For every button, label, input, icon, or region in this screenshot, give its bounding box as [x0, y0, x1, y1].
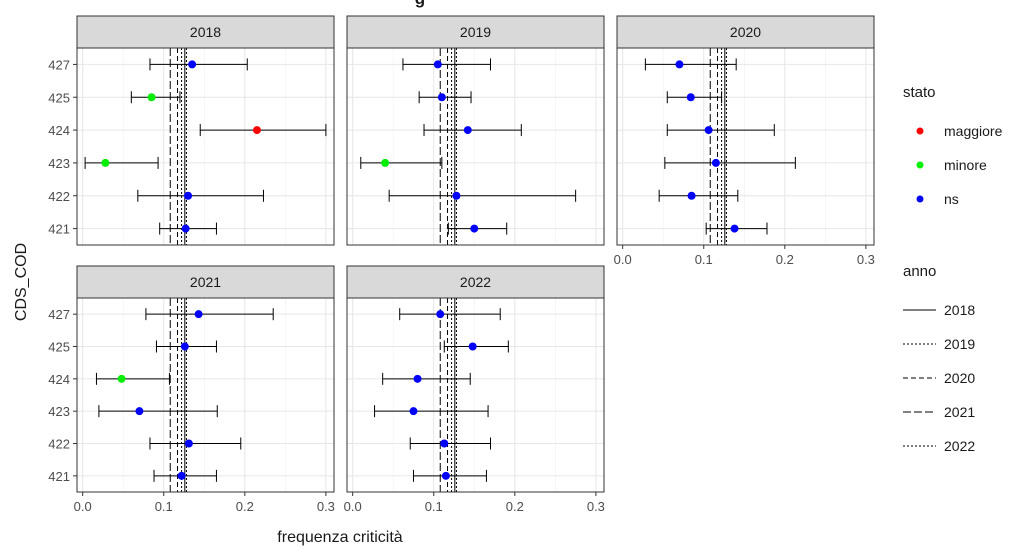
y-tick-label: 424 — [48, 372, 70, 387]
y-tick-label: 423 — [48, 404, 70, 419]
data-point — [686, 93, 695, 102]
data-point — [452, 191, 461, 200]
panel-border — [76, 297, 335, 493]
x-axis-label: frequenza criticità — [277, 529, 402, 546]
facet-panels: 2018 427 425 424 423 422 421 2019 2020 0.0 0.1 0.2 0… — [48, 15, 875, 514]
data-point — [188, 60, 197, 69]
data-point — [177, 471, 186, 480]
data-point — [436, 310, 445, 319]
data-point — [468, 342, 477, 351]
x-tick-label: 0.2 — [506, 499, 524, 514]
data-point — [711, 158, 720, 167]
legend-anno: anno 2018 2019 2020 2021 2022 — [903, 263, 975, 454]
data-point — [437, 93, 446, 102]
facet-strip — [76, 265, 335, 299]
legend-anno-label: 2021 — [944, 404, 975, 420]
x-tick-label: 0.0 — [74, 499, 92, 514]
x-tick-label: 0.1 — [425, 499, 443, 514]
facet-panel-2019: 2019 — [346, 15, 605, 246]
facet-strip-label: 2018 — [190, 24, 221, 40]
legend-stato-label: maggiore — [944, 123, 1003, 139]
y-tick-label: 425 — [48, 340, 70, 355]
legend-stato-title: stato — [903, 84, 936, 101]
legend-anno-label: 2019 — [944, 336, 975, 352]
y-tick-label: 425 — [48, 90, 70, 105]
data-point — [704, 126, 713, 135]
legend-stato-label: ns — [944, 191, 959, 207]
chart-title: g — [415, 0, 425, 8]
x-tick-label: 0.0 — [614, 252, 632, 267]
data-point — [135, 407, 144, 416]
facet-panel-2020: 2020 0.0 0.1 0.2 0.3 — [614, 15, 875, 267]
legend-anno-title: anno — [903, 263, 936, 280]
y-tick-label: 421 — [48, 469, 70, 484]
facet-strip-label: 2019 — [460, 24, 491, 40]
facet-strip-label: 2020 — [730, 24, 761, 40]
facet-strip — [346, 265, 605, 299]
facet-panel-2021: 2021 427 425 424 423 422 421 0.0 0.1 0.2 0.3 — [48, 265, 335, 514]
legend-stato: stato maggiore minore ns — [903, 84, 1003, 207]
y-tick-label: 427 — [48, 57, 70, 72]
data-point — [184, 439, 193, 448]
data-point — [413, 374, 422, 383]
y-tick-label: 422 — [48, 189, 70, 204]
legend-anno-label: 2018 — [944, 302, 975, 318]
x-tick-label: 0.1 — [695, 252, 713, 267]
x-tick-label: 0.3 — [857, 252, 875, 267]
data-point — [147, 93, 156, 102]
x-tick-label: 0.1 — [155, 499, 173, 514]
data-point — [409, 407, 418, 416]
x-tick-label: 0.3 — [587, 499, 605, 514]
data-point — [687, 191, 696, 200]
panel-background — [617, 48, 874, 245]
data-point — [252, 126, 261, 135]
data-point — [440, 439, 449, 448]
y-tick-label: 423 — [48, 156, 70, 171]
panel-background — [347, 298, 604, 492]
panel-background — [347, 48, 604, 245]
y-axis-label: CDS_COD — [13, 243, 30, 321]
panel-border — [346, 297, 605, 493]
legend-stato-key — [916, 195, 924, 203]
data-point — [117, 374, 126, 383]
legend-stato-key — [916, 127, 924, 135]
facet-strip — [346, 15, 605, 49]
data-point — [381, 158, 390, 167]
panel-background — [77, 48, 334, 245]
facet-strip-label: 2022 — [460, 274, 491, 290]
panel-background — [77, 298, 334, 492]
legend-stato-key — [916, 161, 924, 169]
legend-anno-label: 2020 — [944, 370, 975, 386]
data-point — [184, 191, 193, 200]
panel-border — [346, 47, 605, 246]
data-point — [463, 126, 472, 135]
x-tick-label: 0.3 — [317, 499, 335, 514]
facet-panel-2022: 2022 0.0 0.1 0.2 0.3 — [344, 265, 605, 514]
y-tick-label: 424 — [48, 123, 70, 138]
facet-strip — [616, 15, 875, 49]
data-point — [675, 60, 684, 69]
y-tick-label: 421 — [48, 222, 70, 237]
data-point — [470, 224, 479, 233]
data-point — [181, 224, 190, 233]
data-point — [730, 224, 739, 233]
y-tick-label: 427 — [48, 307, 70, 322]
x-tick-label: 0.0 — [344, 499, 362, 514]
legend-anno-label: 2022 — [944, 438, 975, 454]
data-point — [441, 471, 450, 480]
data-point — [194, 310, 203, 319]
facet-panel-2018: 2018 427 425 424 423 422 421 — [48, 15, 335, 246]
facet-strip — [76, 15, 335, 49]
panel-border — [76, 47, 335, 246]
y-tick-label: 422 — [48, 437, 70, 452]
data-point — [433, 60, 442, 69]
legend-stato-label: minore — [944, 157, 987, 173]
panel-border — [616, 47, 875, 246]
x-tick-label: 0.2 — [236, 499, 254, 514]
data-point — [180, 342, 189, 351]
facet-strip-label: 2021 — [190, 274, 221, 290]
data-point — [101, 158, 110, 167]
x-tick-label: 0.2 — [776, 252, 794, 267]
